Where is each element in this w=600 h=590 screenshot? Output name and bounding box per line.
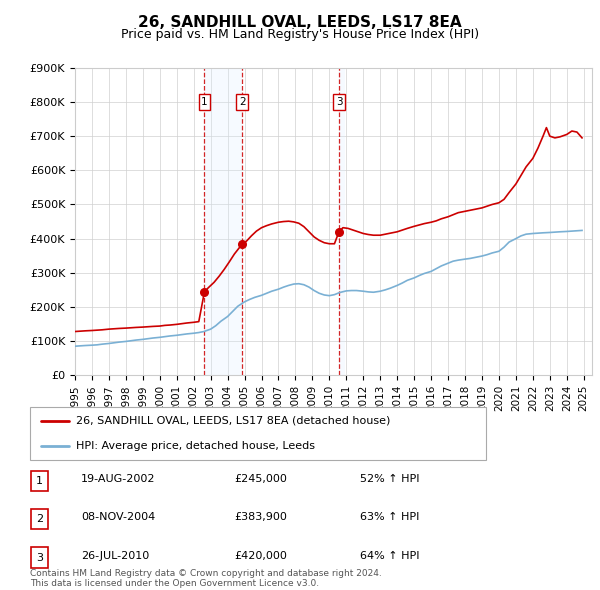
Text: £420,000: £420,000 xyxy=(234,551,287,560)
FancyBboxPatch shape xyxy=(31,509,48,529)
Text: 63% ↑ HPI: 63% ↑ HPI xyxy=(360,513,419,522)
Text: 3: 3 xyxy=(335,97,342,107)
Text: 3: 3 xyxy=(36,553,43,562)
Text: Price paid vs. HM Land Registry's House Price Index (HPI): Price paid vs. HM Land Registry's House … xyxy=(121,28,479,41)
Text: 2: 2 xyxy=(239,97,245,107)
FancyBboxPatch shape xyxy=(31,548,48,568)
Text: 19-AUG-2002: 19-AUG-2002 xyxy=(81,474,155,484)
Text: 26, SANDHILL OVAL, LEEDS, LS17 8EA (detached house): 26, SANDHILL OVAL, LEEDS, LS17 8EA (deta… xyxy=(76,416,390,426)
Text: £383,900: £383,900 xyxy=(234,513,287,522)
Bar xyxy=(339,68,345,375)
Text: 26-JUL-2010: 26-JUL-2010 xyxy=(81,551,149,560)
Bar xyxy=(205,68,242,375)
Text: 1: 1 xyxy=(36,476,43,486)
Text: Contains HM Land Registry data © Crown copyright and database right 2024.
This d: Contains HM Land Registry data © Crown c… xyxy=(30,569,382,588)
FancyBboxPatch shape xyxy=(30,407,486,460)
Text: 64% ↑ HPI: 64% ↑ HPI xyxy=(360,551,419,560)
Text: 1: 1 xyxy=(201,97,208,107)
FancyBboxPatch shape xyxy=(31,471,48,491)
Text: 26, SANDHILL OVAL, LEEDS, LS17 8EA: 26, SANDHILL OVAL, LEEDS, LS17 8EA xyxy=(138,15,462,30)
Text: 52% ↑ HPI: 52% ↑ HPI xyxy=(360,474,419,484)
Text: 08-NOV-2004: 08-NOV-2004 xyxy=(81,513,155,522)
Text: 2: 2 xyxy=(36,514,43,524)
Text: £245,000: £245,000 xyxy=(234,474,287,484)
Text: HPI: Average price, detached house, Leeds: HPI: Average price, detached house, Leed… xyxy=(76,441,314,451)
